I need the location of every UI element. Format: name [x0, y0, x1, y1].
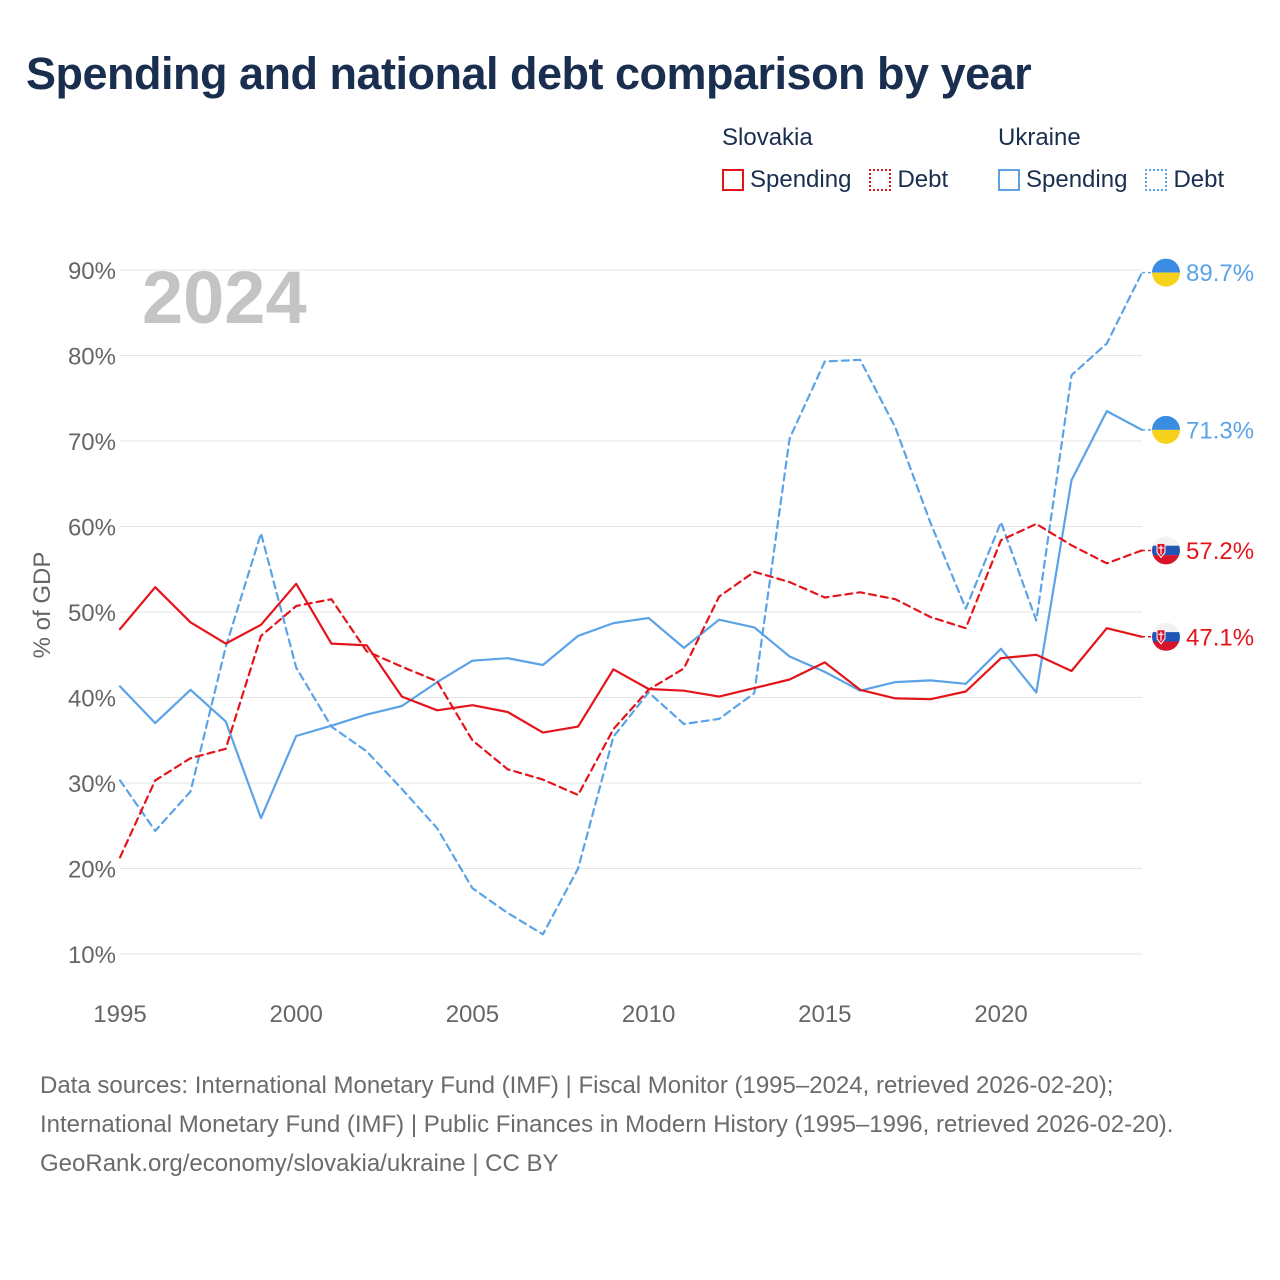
series-line-ukraine-spending[interactable] — [118, 410, 1144, 820]
series-line-slovakia-spending[interactable] — [118, 582, 1144, 734]
y-tick-label: 40% — [68, 686, 116, 713]
end-markers: 47.1% 57.2% 71.3% 89.7% — [1142, 258, 1254, 651]
ukraine-flag-icon — [1152, 415, 1180, 444]
footer: Data sources: International Monetary Fun… — [40, 1066, 1240, 1183]
legend-slovakia-debt[interactable]: Debt — [869, 166, 948, 194]
x-tick-label: 2020 — [974, 1001, 1027, 1028]
y-axis: 10% 20% 30% 40% 50% 60% 70% 80% 90% — [68, 258, 116, 969]
data-sources: Data sources: International Monetary Fun… — [40, 1072, 1174, 1138]
legend-swatch-dotted-icon — [1145, 169, 1168, 191]
x-tick-label: 2005 — [446, 1001, 499, 1028]
legend-ukraine: Ukraine Spending Debt — [998, 124, 1224, 194]
legend-label: Debt — [897, 166, 949, 193]
legend-label: Spending — [750, 166, 852, 193]
y-tick-label: 60% — [68, 515, 116, 542]
end-value-label: 89.7% — [1186, 260, 1254, 287]
x-axis: 1995 2000 2005 2010 2015 2020 — [93, 1001, 1027, 1028]
legend-swatch-solid-icon — [722, 169, 744, 191]
x-tick-label: 1995 — [93, 1001, 146, 1028]
legend-slovakia: Slovakia Spending Debt — [722, 124, 966, 194]
slovakia-flag-icon — [1152, 622, 1180, 651]
y-tick-label: 50% — [68, 600, 116, 627]
credit-link[interactable]: GeoRank.org/economy/slovakia/ukraine | C… — [40, 1150, 559, 1177]
line-chart: 10% 20% 30% 40% 50% 60% 70% 80% 90% 1995 2000 2005… — [29, 256, 1254, 1028]
x-tick-label: 2010 — [622, 1001, 675, 1028]
legend-slovakia-spending[interactable]: Spending — [722, 166, 851, 194]
slovakia-flag-icon — [1152, 536, 1180, 565]
legend-ukraine-spending[interactable]: Spending — [998, 166, 1127, 194]
chart-title: Spending and national debt comparison by… — [26, 48, 1032, 99]
end-value-label: 57.2% — [1186, 538, 1254, 565]
legend-swatch-solid-icon — [998, 169, 1020, 191]
legend-swatch-dotted-icon — [869, 169, 892, 191]
legend-ukraine-debt[interactable]: Debt — [1145, 166, 1224, 194]
x-tick-label: 2015 — [798, 1001, 851, 1028]
ukraine-flag-icon — [1152, 258, 1180, 287]
x-tick-label: 2000 — [270, 1001, 323, 1028]
end-value-label: 47.1% — [1186, 624, 1254, 651]
legend-group-title: Ukraine — [998, 124, 1081, 151]
series-lines — [118, 271, 1144, 936]
series-line-ukraine-debt[interactable] — [118, 271, 1144, 936]
year-label: 2024 — [142, 256, 307, 339]
legend-label: Spending — [1026, 166, 1128, 193]
legend-group-title: Slovakia — [722, 124, 813, 151]
y-tick-label: 20% — [68, 857, 116, 884]
y-axis-label: % of GDP — [29, 552, 56, 659]
y-tick-label: 70% — [68, 429, 116, 456]
legend-label: Debt — [1173, 166, 1225, 193]
y-tick-label: 90% — [68, 258, 116, 285]
series-line-slovakia-debt[interactable] — [118, 522, 1144, 859]
y-tick-label: 80% — [68, 344, 116, 371]
y-tick-label: 30% — [68, 771, 116, 798]
end-value-label: 71.3% — [1186, 417, 1254, 444]
y-tick-label: 10% — [68, 942, 116, 969]
